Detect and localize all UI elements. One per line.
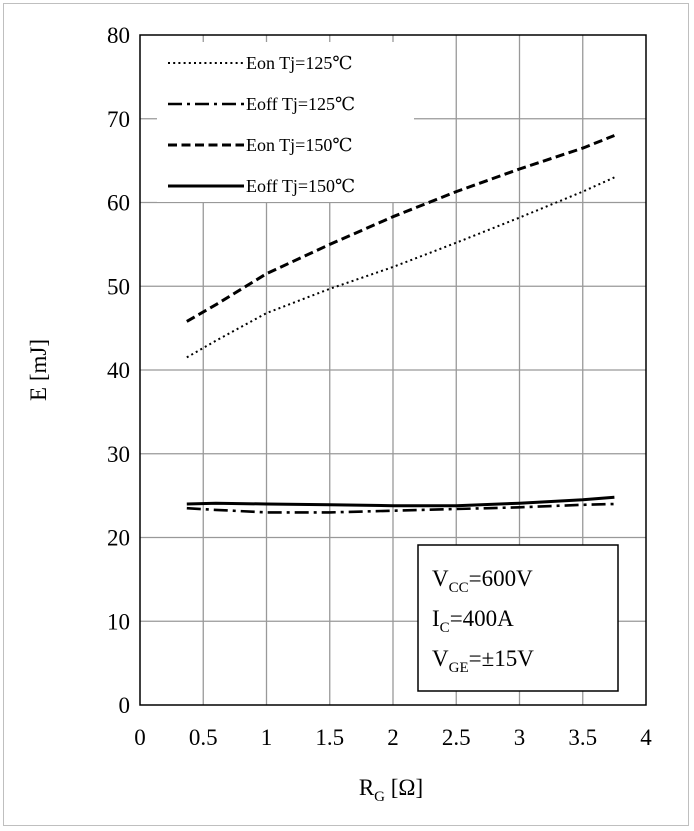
x-axis-label-sub: G xyxy=(374,789,385,805)
x-tick-label: 3.5 xyxy=(568,725,597,750)
y-tick-labels: 0 10 20 30 40 50 60 70 80 xyxy=(107,23,130,718)
series-lines xyxy=(186,134,615,514)
series-line-2 xyxy=(186,502,615,514)
y-tick-label: 60 xyxy=(107,191,130,216)
x-tick-label: 2.5 xyxy=(442,725,471,750)
chart-frame xyxy=(3,3,689,826)
plot-area-border xyxy=(139,34,647,706)
y-tick-label: 80 xyxy=(107,23,130,48)
legend-background xyxy=(157,42,414,202)
series-line-1 xyxy=(186,176,615,359)
legend-label-1: Eon Tj=125℃ xyxy=(246,53,352,73)
y-axis-label: E [mJ] xyxy=(26,339,51,401)
y-tick-label: 40 xyxy=(107,358,130,383)
legend: Eon Tj=125℃ Eoff Tj=125℃ Eon Tj=150℃ Eoff T… xyxy=(157,42,414,202)
legend-label-2: Eoff Tj=125℃ xyxy=(246,94,355,114)
x-tick-label: 0 xyxy=(134,725,146,750)
x-tick-label: 1.5 xyxy=(315,725,344,750)
y-tick-label: 20 xyxy=(107,526,130,551)
annotation-line-1: VCC=600V xyxy=(432,566,533,596)
x-tick-label: 0.5 xyxy=(189,725,218,750)
legend-label-3: Eon Tj=150℃ xyxy=(246,135,352,155)
series-line-3 xyxy=(186,134,615,323)
y-tick-label: 70 xyxy=(107,107,130,132)
y-tick-label: 10 xyxy=(107,609,130,634)
x-axis-label-unit: [Ω] xyxy=(385,775,423,800)
y-tick-label: 30 xyxy=(107,442,130,467)
annotation-line-2: IC=400A xyxy=(432,606,514,636)
annotation-box xyxy=(417,544,619,692)
x-tick-label: 4 xyxy=(640,725,652,750)
annotation-line-3: VGE=±15V xyxy=(432,646,534,676)
series-line-4 xyxy=(186,495,615,508)
x-tick-label: 2 xyxy=(387,725,399,750)
x-tick-labels: 0 0.5 1 1.5 2 2.5 3 3.5 4 xyxy=(134,725,652,750)
legend-label-4: Eoff Tj=150℃ xyxy=(246,176,355,196)
x-axis-label-main: R xyxy=(359,775,375,800)
y-tick-label: 0 xyxy=(119,693,131,718)
x-axis-label: RG [Ω] xyxy=(359,775,423,805)
y-tick-label: 50 xyxy=(107,274,130,299)
x-tick-label: 3 xyxy=(514,725,526,750)
conditions-annotation: VCC=600V IC=400A VGE=±15V xyxy=(417,544,619,692)
x-tick-label: 1 xyxy=(261,725,273,750)
